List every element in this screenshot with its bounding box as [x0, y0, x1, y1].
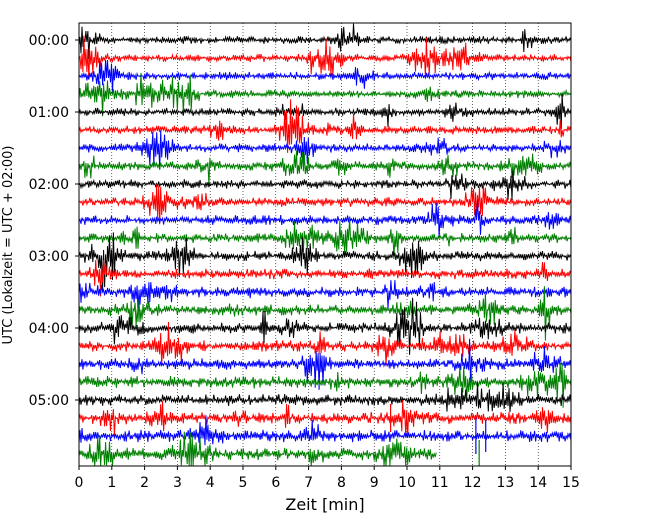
x-tick-label: 2: [140, 475, 149, 491]
x-tick-label: 7: [304, 475, 313, 491]
trace-line: [78, 415, 572, 446]
y-tick-label: 01:00: [29, 105, 69, 121]
y-tick-label: 03:00: [29, 249, 69, 265]
trace-line: [78, 72, 572, 117]
y-axis: 00:00 01:00 02:00 03:00 04:00 05:00: [29, 33, 79, 409]
y-tick-label: 00:00: [29, 33, 69, 49]
trace-line: [78, 23, 572, 60]
trace-line: [78, 321, 572, 367]
trace-line: [78, 99, 572, 153]
x-tick-label: 1: [107, 475, 116, 491]
trace-line: [78, 259, 572, 297]
x-tick-label: 4: [206, 475, 215, 491]
minute-grid: [111, 23, 539, 466]
x-tick-label: 0: [75, 475, 84, 491]
plot-frame: [78, 22, 572, 467]
x-tick-label: 10: [398, 475, 416, 491]
trace-line: [78, 59, 572, 94]
x-tick-label: 13: [496, 475, 514, 491]
trace-line: [78, 286, 572, 341]
x-tick-label: 12: [464, 475, 482, 491]
x-tick-label: 3: [173, 475, 182, 491]
trace-line: [78, 200, 572, 238]
y-tick-label: 02:00: [29, 177, 69, 193]
trace-line: [78, 232, 572, 291]
trace-line: [78, 35, 572, 80]
trace-line: [78, 150, 572, 186]
x-tick-label: 9: [370, 475, 379, 491]
x-axis: 0 1 2 3 4 5 6 7 8 9 10 11 12 13 14 15: [75, 466, 580, 491]
x-axis-label: Zeit [min]: [285, 495, 364, 514]
x-tick-label: 14: [529, 475, 547, 491]
trace-line: [78, 280, 572, 311]
trace-line: [78, 399, 572, 438]
trace-line: [78, 93, 572, 130]
trace-line: [78, 216, 572, 260]
y-tick-label: 05:00: [29, 393, 69, 409]
trace-line: [78, 431, 437, 467]
trace-line: [78, 297, 572, 355]
x-tick-label: 11: [431, 475, 449, 491]
x-tick-label: 6: [271, 475, 280, 491]
trace-line: [78, 183, 572, 225]
trace-line: [78, 382, 572, 413]
trace-line: [78, 362, 572, 408]
x-tick-label: 15: [562, 475, 580, 491]
x-tick-label: 8: [337, 475, 346, 491]
trace-line: [78, 170, 572, 201]
trace-group: [78, 23, 572, 467]
y-tick-label: 04:00: [29, 321, 69, 337]
y-axis-label: UTC (Lokalzeit = UTC + 02:00): [1, 146, 16, 345]
x-tick-label: 5: [239, 475, 248, 491]
trace-line: [78, 130, 572, 170]
trace-line: [78, 338, 572, 390]
